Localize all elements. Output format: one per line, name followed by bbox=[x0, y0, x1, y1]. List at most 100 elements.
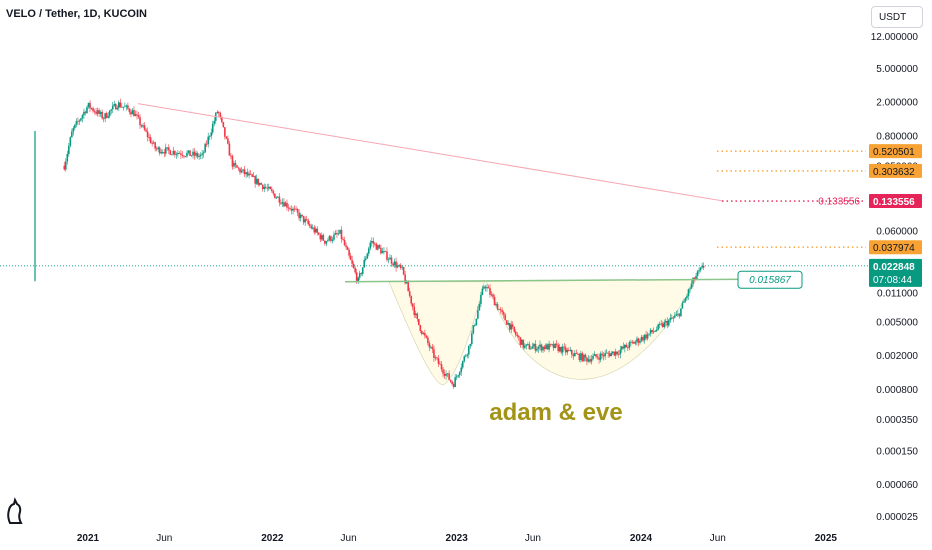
candle-body bbox=[143, 125, 146, 130]
candle-body bbox=[164, 147, 167, 154]
candle-body bbox=[240, 170, 243, 173]
candle-body bbox=[271, 189, 273, 192]
candle-body bbox=[289, 208, 291, 210]
candle-body bbox=[342, 239, 344, 240]
candle-body bbox=[510, 324, 513, 330]
candle-body bbox=[316, 228, 319, 233]
x-tick-label: 2024 bbox=[630, 533, 653, 544]
candle-body bbox=[236, 165, 238, 168]
candle-body bbox=[254, 176, 256, 184]
candle-body bbox=[260, 183, 263, 185]
candle-body bbox=[614, 351, 617, 356]
candle-body bbox=[608, 353, 611, 357]
candle-body bbox=[296, 209, 299, 213]
candle-body bbox=[601, 353, 603, 356]
candle-body bbox=[514, 331, 517, 335]
candle-body bbox=[622, 346, 625, 349]
countdown-text: 07:08:44 bbox=[873, 275, 912, 286]
currency-button[interactable]: USDT bbox=[871, 6, 923, 28]
candle-body bbox=[292, 208, 294, 211]
candle-body bbox=[475, 318, 478, 326]
candle-body bbox=[77, 121, 79, 123]
pattern-annotation: adam & eve bbox=[489, 399, 622, 426]
candle-body bbox=[193, 151, 196, 156]
candle-body bbox=[690, 283, 693, 289]
candle-body bbox=[498, 309, 500, 311]
candle-body bbox=[627, 347, 629, 349]
candle-body bbox=[171, 154, 173, 156]
candle-body bbox=[549, 343, 552, 345]
candle-body bbox=[166, 147, 169, 149]
candle-body bbox=[583, 354, 585, 362]
candle-body bbox=[221, 116, 223, 122]
candle-body bbox=[327, 240, 329, 242]
candle-body bbox=[422, 332, 425, 334]
candle-body bbox=[322, 235, 325, 241]
candle-body bbox=[645, 334, 647, 339]
candle-body bbox=[592, 355, 594, 359]
candle-body bbox=[122, 106, 125, 108]
candle-body bbox=[481, 288, 484, 295]
candle-body bbox=[543, 346, 546, 349]
candle-body bbox=[66, 154, 69, 162]
candle-body bbox=[211, 123, 214, 133]
candle-body bbox=[677, 313, 679, 315]
candle-body bbox=[414, 313, 417, 316]
x-tick-label: 2021 bbox=[77, 533, 100, 544]
candle-body bbox=[68, 145, 70, 155]
candle-body bbox=[643, 334, 646, 341]
y-tick-label: 0.000060 bbox=[876, 480, 918, 491]
candle-body bbox=[89, 102, 91, 109]
candle-body bbox=[460, 367, 463, 373]
candle-body bbox=[242, 169, 244, 171]
candle-body bbox=[163, 152, 166, 154]
candle-body bbox=[667, 320, 670, 326]
candle-body bbox=[293, 208, 296, 210]
time-axis[interactable]: 2021 Jun 2022 Jun 2023 Jun 2024 Jun 2025 bbox=[77, 533, 838, 544]
candle-body bbox=[358, 273, 361, 278]
neckline bbox=[345, 278, 747, 283]
price-axis[interactable]: 12.0000005.0000002.0000000.8000000.35000… bbox=[871, 32, 919, 523]
candle-body bbox=[474, 325, 476, 326]
candle-body bbox=[467, 345, 470, 355]
candle-body bbox=[137, 115, 140, 118]
candle-body bbox=[534, 343, 537, 351]
candle-body bbox=[231, 155, 234, 167]
candle-body bbox=[225, 136, 228, 139]
candle-body bbox=[333, 234, 335, 240]
candle-body bbox=[277, 196, 279, 198]
candle-body bbox=[228, 143, 231, 156]
candle-body bbox=[207, 136, 209, 145]
candle-body bbox=[646, 334, 649, 339]
candle-body bbox=[578, 354, 581, 361]
candle-body bbox=[348, 250, 350, 256]
candle-body bbox=[430, 347, 432, 348]
candle-body bbox=[113, 104, 116, 106]
candle-body bbox=[287, 207, 290, 209]
candle-body bbox=[357, 277, 359, 281]
candle-body bbox=[539, 344, 541, 347]
candle-body bbox=[531, 346, 534, 349]
candle-body bbox=[146, 131, 149, 138]
candle-body bbox=[149, 137, 152, 144]
candle-body bbox=[233, 162, 235, 167]
candle-body bbox=[371, 240, 373, 243]
candle-body bbox=[83, 111, 85, 116]
candle-body bbox=[251, 174, 253, 177]
candle-body bbox=[336, 233, 338, 235]
candle-body bbox=[425, 335, 428, 338]
candle-body bbox=[504, 314, 506, 321]
candle-body bbox=[642, 336, 644, 341]
candle-body bbox=[317, 232, 320, 235]
candle-body bbox=[513, 326, 516, 332]
x-tick-label: Jun bbox=[341, 533, 357, 544]
candle-body bbox=[96, 110, 99, 114]
candle-body bbox=[384, 250, 387, 252]
candle-body bbox=[525, 344, 528, 346]
candle-body bbox=[596, 356, 599, 358]
y-tick-label: 12.000000 bbox=[871, 32, 919, 43]
candle-body bbox=[204, 143, 206, 153]
candle-body bbox=[154, 142, 156, 149]
candle-body bbox=[652, 331, 655, 333]
